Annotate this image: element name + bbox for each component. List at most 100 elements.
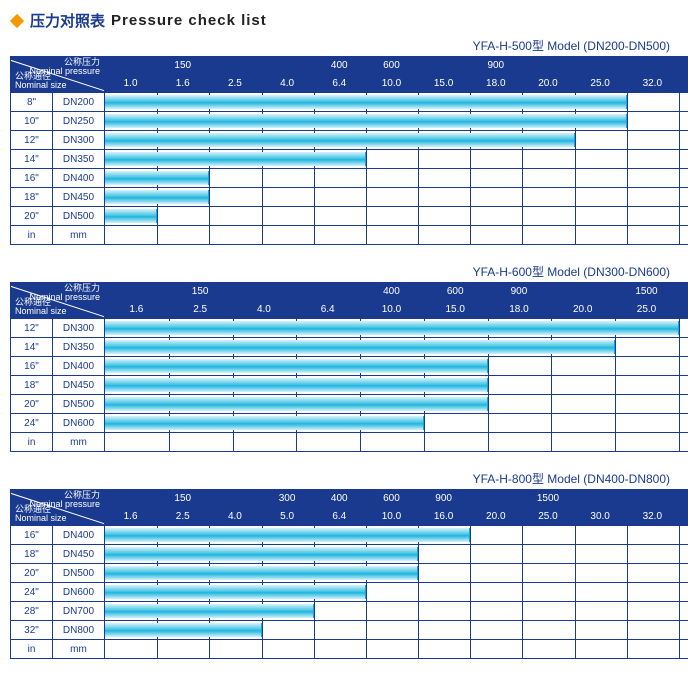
- bar-cell: [105, 131, 688, 150]
- pressure-bar: [105, 95, 627, 109]
- size-mm: DN400: [53, 526, 105, 545]
- size-mm: DN400: [53, 357, 105, 376]
- class-header-cell: 600: [365, 57, 417, 75]
- mpa-header-cell: 1.6: [105, 301, 169, 319]
- pressure-table: 公称压力Nominal pressure公称通径Nominal size1504…: [10, 282, 688, 452]
- size-in: 16": [11, 526, 53, 545]
- table-row: 16"DN400: [11, 169, 688, 188]
- header-corner: 公称压力Nominal pressure公称通径Nominal size: [11, 490, 105, 526]
- pressure-bar: [105, 547, 418, 561]
- mpa-header-cell: 30.0: [574, 508, 626, 526]
- class-header-cell: 600: [365, 490, 417, 508]
- size-mm: DN450: [53, 188, 105, 207]
- class-header-cell: [105, 490, 157, 508]
- mpa-label: MPa: [678, 508, 688, 526]
- pressure-bar: [105, 585, 366, 599]
- mpa-label: MPa: [678, 75, 688, 93]
- size-in: 18": [11, 376, 53, 395]
- header-corner: 公称压力Nominal pressure公称通径Nominal size: [11, 283, 105, 319]
- mpa-header-cell: 10.0: [360, 301, 424, 319]
- size-in: 24": [11, 583, 53, 602]
- table-row: 12"DN300: [11, 319, 688, 338]
- mpa-header-cell: 6.4: [313, 508, 365, 526]
- size-in: 16": [11, 169, 53, 188]
- bar-cell: [105, 583, 688, 602]
- bar-cell: [105, 112, 688, 131]
- bar-cell: [105, 338, 688, 357]
- class-header-cell: [522, 57, 574, 75]
- mpa-header-cell: 32.0: [626, 75, 678, 93]
- mpa-header-cell: 1.6: [157, 75, 209, 93]
- diamond-icon: [10, 13, 24, 27]
- bar-cell: [105, 564, 688, 583]
- chart-block: YFA-H-500型 Model (DN200-DN500)公称压力Nomina…: [10, 37, 678, 245]
- table-row: 10"DN250: [11, 112, 688, 131]
- size-mm: DN350: [53, 338, 105, 357]
- size-mm: DN700: [53, 602, 105, 621]
- class-header-cell: [574, 490, 626, 508]
- class-header-cell: 900: [418, 490, 470, 508]
- pressure-bar: [105, 359, 488, 373]
- pressure-bar: [105, 321, 679, 335]
- mpa-header-cell: 2.5: [209, 75, 261, 93]
- pressure-bar: [105, 340, 615, 354]
- bar-cell: [105, 376, 688, 395]
- size-in: 12": [11, 319, 53, 338]
- class-header-cell: [261, 57, 313, 75]
- bar-cell: [105, 357, 688, 376]
- table-row: 16"DN400: [11, 526, 688, 545]
- mpa-header-cell: 18.0: [470, 75, 522, 93]
- hdr-size-en: Nominal size: [15, 306, 67, 316]
- size-in: 18": [11, 188, 53, 207]
- class-header-cell: [470, 490, 522, 508]
- size-in: 20": [11, 207, 53, 226]
- footer-mm: mm: [53, 226, 105, 245]
- class-header-cell: 900: [487, 283, 551, 301]
- size-in: 14": [11, 338, 53, 357]
- class-header-cell: [232, 283, 296, 301]
- table-row: 18"DN450: [11, 188, 688, 207]
- title-cn: 压力对照表: [30, 10, 105, 31]
- model-label: YFA-H-800型 Model (DN400-DN800): [10, 470, 678, 487]
- title-en: Pressure check list: [111, 12, 267, 29]
- bar-cell: [105, 169, 688, 188]
- table-row: 20"DN500: [11, 564, 688, 583]
- charts-container: YFA-H-500型 Model (DN200-DN500)公称压力Nomina…: [10, 37, 678, 659]
- pressure-table: 公称压力Nominal pressure公称通径Nominal size1504…: [10, 56, 688, 245]
- size-mm: DN600: [53, 414, 105, 433]
- class-label: Class: [678, 283, 688, 301]
- size-mm: DN300: [53, 319, 105, 338]
- class-header-cell: 400: [313, 57, 365, 75]
- table-row: 8"DN200: [11, 93, 688, 112]
- bar-cell: [105, 395, 688, 414]
- footer-in: in: [11, 433, 53, 452]
- class-label: Class: [678, 57, 688, 75]
- bar-cell: [105, 207, 688, 226]
- class-header-cell: 1500: [615, 283, 679, 301]
- pressure-bar: [105, 114, 627, 128]
- pressure-table: 公称压力Nominal pressure公称通径Nominal size1503…: [10, 489, 688, 659]
- mpa-header-cell: 15.0: [418, 75, 470, 93]
- mpa-label: MPa: [678, 301, 688, 319]
- mpa-header-cell: 4.0: [261, 75, 313, 93]
- class-header-cell: 600: [423, 283, 487, 301]
- footer-mm: mm: [53, 640, 105, 659]
- size-in: 8": [11, 93, 53, 112]
- size-in: 16": [11, 357, 53, 376]
- size-in: 20": [11, 564, 53, 583]
- size-mm: DN450: [53, 545, 105, 564]
- bar-cell: [105, 526, 688, 545]
- footer-row: inmm: [11, 640, 688, 659]
- class-header-cell: 150: [168, 283, 232, 301]
- class-label: Class: [678, 490, 688, 508]
- table-row: 20"DN500: [11, 395, 688, 414]
- header-corner: 公称压力Nominal pressure公称通径Nominal size: [11, 57, 105, 93]
- size-mm: DN500: [53, 207, 105, 226]
- size-mm: DN300: [53, 131, 105, 150]
- mpa-header-cell: 6.4: [313, 75, 365, 93]
- size-mm: DN450: [53, 376, 105, 395]
- pressure-bar: [105, 566, 418, 580]
- bar-cell: [105, 319, 688, 338]
- hdr-size-en: Nominal size: [15, 80, 67, 90]
- pressure-bar: [105, 190, 209, 204]
